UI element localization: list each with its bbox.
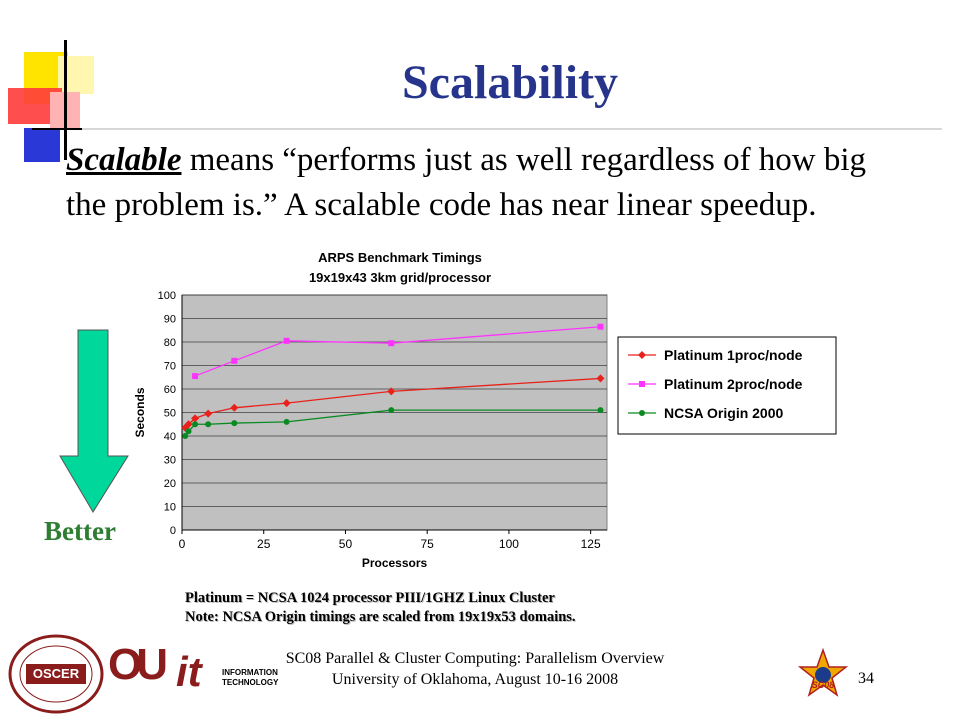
body-text: means “performs just as well regardless … bbox=[66, 142, 867, 223]
y-tick-label: 10 bbox=[164, 502, 176, 514]
slide-body: Scalable means “performs just as well re… bbox=[66, 138, 886, 228]
data-point bbox=[205, 421, 212, 428]
line-chart: 0 10 20 30 40 50 60 70 80 90 100 0 25 50 75 100 125 Proce… bbox=[133, 290, 837, 570]
data-point bbox=[191, 414, 200, 423]
y-tick-label: 90 bbox=[164, 314, 176, 326]
chart-title: ARPS Benchmark Timings bbox=[318, 250, 482, 265]
data-point bbox=[192, 421, 199, 428]
slide-title: Scalability bbox=[401, 56, 619, 109]
y-tick-label: 0 bbox=[170, 525, 176, 537]
better-label: Better bbox=[44, 516, 116, 546]
legend-label: Platinum 2proc/node bbox=[664, 376, 803, 392]
legend-marker bbox=[638, 351, 646, 359]
ou-logo: OU bbox=[108, 640, 168, 689]
data-point bbox=[283, 418, 290, 425]
data-point bbox=[192, 373, 199, 380]
y-tick-label: 60 bbox=[164, 384, 176, 396]
x-axis-label: Processors bbox=[362, 556, 428, 570]
data-point bbox=[184, 420, 193, 429]
data-point bbox=[597, 323, 604, 330]
data-point bbox=[231, 357, 238, 364]
y-axis-label: Seconds bbox=[133, 387, 147, 437]
data-point bbox=[596, 374, 605, 383]
data-point bbox=[204, 409, 213, 418]
footer-line-1: SC08 Parallel & Cluster Computing: Paral… bbox=[285, 650, 665, 667]
legend-marker bbox=[639, 381, 645, 387]
body-keyword: Scalable bbox=[66, 142, 182, 178]
y-tick-label: 30 bbox=[164, 455, 176, 467]
it-logo: it INFORMATION TECHNOLOGY bbox=[176, 648, 279, 695]
y-tick-label: 70 bbox=[164, 361, 176, 373]
x-tick-label: 125 bbox=[581, 537, 601, 551]
x-tick-label: 0 bbox=[179, 537, 186, 551]
y-tick-label: 100 bbox=[158, 290, 176, 302]
y-tick-label: 20 bbox=[164, 478, 176, 490]
sc08-logo: SC08 bbox=[797, 647, 849, 698]
data-point bbox=[182, 433, 189, 439]
oscer-logo: OSCER bbox=[8, 633, 104, 715]
down-arrow-icon bbox=[59, 329, 129, 513]
data-point bbox=[387, 387, 396, 396]
footnote-platinum: Platinum = NCSA 1024 processor PIII/1GHZ… bbox=[185, 590, 555, 606]
y-tick-label: 50 bbox=[164, 408, 176, 420]
footer-line-2: University of Oklahoma, August 10-16 200… bbox=[331, 671, 619, 688]
y-tick-label: 80 bbox=[164, 337, 176, 349]
slide-number: 34 bbox=[858, 670, 874, 687]
legend-label: Platinum 1proc/node bbox=[664, 347, 803, 363]
legend-marker bbox=[639, 410, 645, 416]
x-tick-label: 75 bbox=[421, 537, 435, 551]
x-tick-label: 25 bbox=[257, 537, 271, 551]
x-tick-label: 100 bbox=[499, 537, 519, 551]
data-point bbox=[231, 420, 238, 427]
data-point bbox=[283, 337, 290, 344]
legend-box bbox=[617, 336, 837, 435]
chart-subtitle: 19x19x43 3km grid/processor bbox=[308, 270, 492, 285]
data-point bbox=[230, 403, 239, 412]
y-tick-label: 40 bbox=[164, 431, 176, 443]
x-tick-label: 50 bbox=[339, 537, 353, 551]
footnote-origin: Note: NCSA Origin timings are scaled fro… bbox=[185, 609, 576, 625]
legend-label: NCSA Origin 2000 bbox=[664, 405, 784, 421]
data-point bbox=[185, 428, 192, 435]
data-point bbox=[388, 407, 395, 414]
data-point bbox=[388, 340, 395, 347]
data-point bbox=[597, 407, 604, 414]
data-point bbox=[282, 399, 291, 408]
